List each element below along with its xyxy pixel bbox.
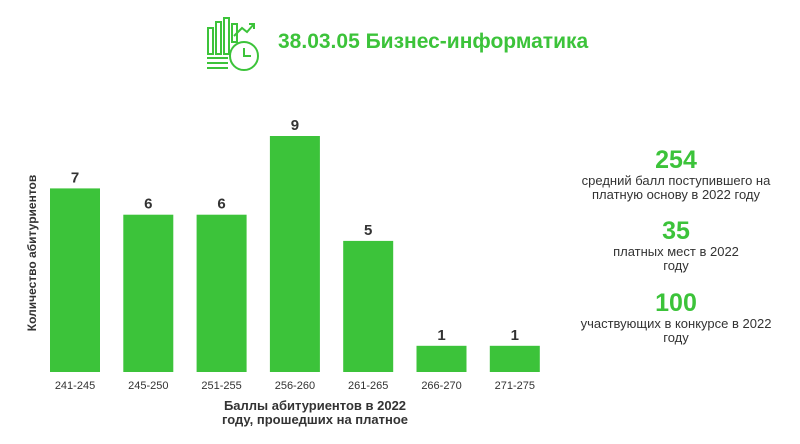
x-tick-label: 261-265 — [348, 380, 388, 392]
x-tick-label: 245-250 — [128, 380, 168, 392]
stat-text-line: году — [663, 330, 689, 345]
bar-value-label: 9 — [291, 117, 299, 134]
bar-value-label: 1 — [511, 327, 519, 344]
y-axis-label: Количество абитуриентов — [25, 175, 39, 331]
bar-256-260 — [269, 136, 320, 372]
stat-paid-places: 35 платных мест в 2022 году — [560, 217, 792, 273]
stat-text-line: участвующих в конкурсе в 2022 — [580, 316, 772, 331]
bar-value-label: 6 — [217, 196, 225, 213]
bar-266-270 — [416, 345, 467, 372]
bar-chart: 7 6 6 9 5 1 1 241-245 245-250 251-255 256-260 261-… — [25, 117, 540, 427]
bar-241-245 — [50, 188, 100, 372]
stat-text-line: году — [663, 258, 689, 273]
stat-text-line: средний балл поступившего на — [581, 173, 771, 188]
bar-261-265 — [343, 240, 394, 372]
stat-value: 100 — [655, 289, 697, 317]
x-tick-label: 266-270 — [421, 380, 461, 392]
x-tick-label: 271-275 — [495, 380, 535, 392]
bar-271-275 — [489, 345, 540, 372]
x-tick-label: 241-245 — [55, 380, 95, 392]
x-tick-label: 256-260 — [275, 380, 315, 392]
stat-participants: 100 участвующих в конкурсе в 2022 году — [560, 289, 792, 345]
bar-value-label: 6 — [144, 196, 152, 213]
stat-text-line: платную основу в 2022 году — [592, 187, 760, 202]
stat-value: 35 — [662, 217, 690, 245]
x-axis-label-line-1: Баллы абитуриентов в 2022 — [224, 398, 406, 413]
stat-text-line: платных мест в 2022 — [613, 244, 739, 259]
x-tick-label: 251-255 — [201, 380, 241, 392]
page-title: 38.03.05 Бизнес-информатика — [278, 30, 589, 53]
bar-245-250 — [123, 214, 174, 372]
x-axis-label-line-2: году, прошедших на платное — [222, 412, 408, 427]
bar-251-255 — [196, 214, 247, 372]
header: 38.03.05 Бизнес-информатика — [204, 14, 624, 74]
bar-value-label: 7 — [71, 169, 79, 186]
chart-growth-clock-icon — [207, 17, 259, 71]
bar-value-label: 1 — [437, 327, 445, 344]
stat-average-score: 254 средний балл поступившего на платную… — [560, 146, 792, 202]
bar-value-label: 5 — [364, 222, 372, 239]
stat-value: 254 — [655, 146, 697, 174]
